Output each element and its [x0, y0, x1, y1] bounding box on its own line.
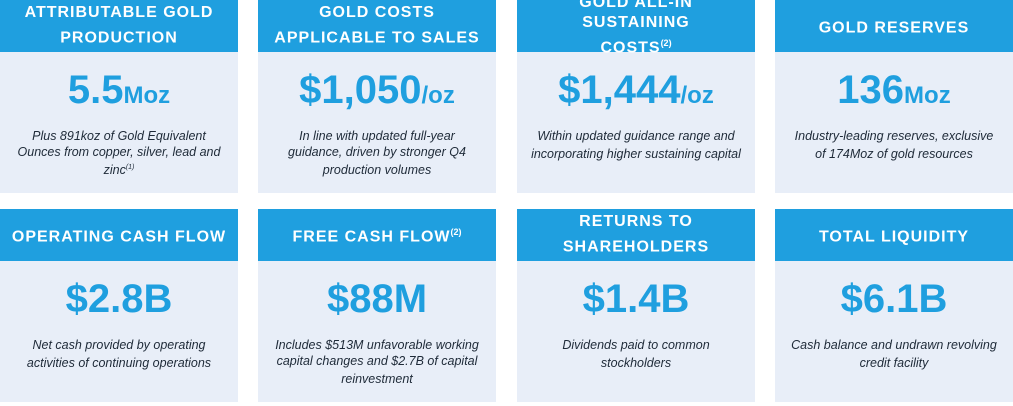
value-unit: /oz: [421, 82, 455, 109]
description-text: Dividends paid to common stockholders: [562, 338, 710, 371]
value-number: $2.8B: [65, 277, 173, 321]
card-title: OPERATING CASH FLOW: [11, 228, 227, 246]
description-text: Net cash provided by operating activitie…: [26, 338, 212, 371]
card-title: TOTAL LIQUIDITY: [818, 228, 970, 246]
description-text: Within updated guidance range and incorp…: [531, 129, 741, 162]
card-description: Industry-leading reserves, exclusive of …: [789, 128, 999, 162]
card-value: $1,444/oz: [517, 66, 755, 114]
description-text: Cash balance and undrawn revolving credi…: [791, 338, 997, 371]
card-description: In line with updated full-year guidance,…: [272, 128, 482, 178]
value-number: $1,050: [299, 68, 422, 112]
card-total-liquidity: TOTAL LIQUIDITY $6.1B Cash balance and u…: [775, 209, 1013, 402]
card-operating-cash-flow: OPERATING CASH FLOW $2.8B Net cash provi…: [0, 209, 238, 402]
card-title: GOLD ALL-IN SUSTAINING COSTS: [579, 0, 693, 57]
title-footnote: (2): [660, 38, 672, 49]
desc-footnote: (1): [125, 164, 135, 171]
value-unit: /oz: [680, 82, 714, 109]
card-header: GOLD COSTS APPLICABLE TO SALES: [258, 0, 496, 52]
card-value: $6.1B: [775, 275, 1013, 323]
card-gold-costs-applicable-to-sales: GOLD COSTS APPLICABLE TO SALES $1,050/oz…: [258, 0, 496, 193]
card-header: GOLD RESERVES: [775, 0, 1013, 52]
value-unit: Moz: [904, 82, 951, 109]
card-value: 5.5Moz: [0, 66, 238, 114]
card-value: $1,050/oz: [258, 66, 496, 114]
description-text: Industry-leading reserves, exclusive of …: [794, 129, 994, 162]
card-value: $2.8B: [0, 275, 238, 323]
card-attributable-gold-production: ATTRIBUTABLE GOLD PRODUCTION 5.5Moz Plus…: [0, 0, 238, 193]
card-description: Includes $513M unfavorable working capit…: [272, 337, 482, 387]
value-number: 5.5: [67, 68, 124, 112]
card-gold-all-in-sustaining-costs: GOLD ALL-IN SUSTAINING COSTS(2) $1,444/o…: [517, 0, 755, 193]
card-value: 136Moz: [775, 66, 1013, 114]
card-description: Within updated guidance range and incorp…: [531, 128, 741, 162]
card-description: Plus 891koz of Gold Equivalent Ounces fr…: [14, 128, 224, 178]
card-header: RETURNS TO SHAREHOLDERS: [517, 209, 755, 261]
card-header: FREE CASH FLOW(2): [258, 209, 496, 261]
card-title: FREE CASH FLOW: [292, 228, 451, 246]
card-description: Net cash provided by operating activitie…: [14, 337, 224, 371]
value-number: $88M: [326, 277, 428, 321]
description-text: In line with updated full-year guidance,…: [288, 129, 466, 178]
value-number: 136: [837, 68, 905, 112]
card-title: GOLD COSTS APPLICABLE TO SALES: [274, 4, 480, 47]
card-returns-to-shareholders: RETURNS TO SHAREHOLDERS $1.4B Dividends …: [517, 209, 755, 402]
card-title: GOLD RESERVES: [818, 19, 970, 37]
card-header: TOTAL LIQUIDITY: [775, 209, 1013, 261]
card-value: $88M: [258, 275, 496, 323]
title-footnote: (2): [450, 227, 462, 238]
value-number: $1,444: [558, 68, 681, 112]
card-header: ATTRIBUTABLE GOLD PRODUCTION: [0, 0, 238, 52]
card-description: Dividends paid to common stockholders: [531, 337, 741, 371]
description-text: Plus 891koz of Gold Equivalent Ounces fr…: [17, 129, 221, 178]
card-title: RETURNS TO SHAREHOLDERS: [562, 213, 710, 256]
value-number: $1.4B: [582, 277, 690, 321]
card-gold-reserves: GOLD RESERVES 136Moz Industry-leading re…: [775, 0, 1013, 193]
card-title: ATTRIBUTABLE GOLD PRODUCTION: [24, 4, 214, 47]
value-number: $6.1B: [840, 277, 948, 321]
card-header: OPERATING CASH FLOW: [0, 209, 238, 261]
card-free-cash-flow: FREE CASH FLOW(2) $88M Includes $513M un…: [258, 209, 496, 402]
card-value: $1.4B: [517, 275, 755, 323]
value-unit: Moz: [123, 82, 171, 109]
card-description: Cash balance and undrawn revolving credi…: [789, 337, 999, 371]
card-header: GOLD ALL-IN SUSTAINING COSTS(2): [517, 0, 755, 57]
description-text: Includes $513M unfavorable working capit…: [275, 338, 479, 387]
